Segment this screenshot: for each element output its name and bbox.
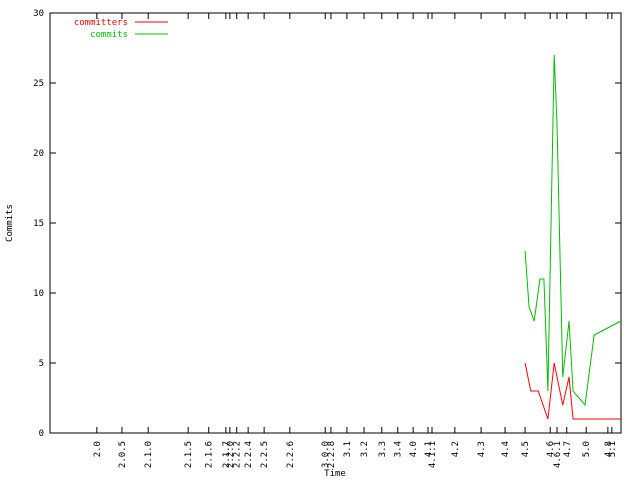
x-tick-label: 2.2.6 — [286, 441, 296, 468]
x-tick-label: 2.2.2 — [233, 441, 243, 468]
y-tick-label: 20 — [33, 149, 44, 159]
y-tick-label: 25 — [33, 79, 44, 89]
legend-label: committers — [74, 18, 128, 28]
x-tick-label: 3.2 — [360, 441, 370, 457]
x-tick-label: 4.5 — [521, 441, 531, 457]
x-tick-label: 4.8 — [604, 441, 614, 457]
y-axis-label: Commits — [5, 204, 15, 242]
x-tick-label: 2.0.5 — [118, 441, 128, 468]
x-tick-label: 3.4 — [394, 441, 404, 457]
x-tick-label: 5.1 — [608, 441, 618, 457]
series-line — [524, 54, 622, 407]
x-tick-label: 4.3 — [477, 441, 487, 457]
x-tick-label: 2.0 — [93, 441, 103, 457]
x-tick-label: 3.0.0 — [321, 441, 331, 468]
x-tick-label: 4.6 — [546, 441, 556, 457]
y-tick-label: 0 — [39, 429, 44, 439]
y-tick-label: 30 — [33, 9, 44, 19]
x-tick-label: 3.3 — [378, 441, 388, 457]
x-tick-label: 2.1.5 — [184, 441, 194, 468]
x-tick-label: 4.7 — [563, 441, 573, 457]
x-tick-label: 2.1.7 — [222, 441, 232, 468]
x-tick-label: 4.1 — [424, 441, 434, 457]
x-tick-label: 3.1 — [343, 441, 353, 457]
y-tick-label: 10 — [33, 289, 44, 299]
x-tick-label: 4.1.1 — [428, 441, 438, 468]
x-tick-label: 4.2 — [451, 441, 461, 457]
x-tick-label: 2.2.8 — [327, 441, 337, 468]
y-tick-label: 5 — [39, 359, 44, 369]
legend-label: commits — [90, 30, 128, 40]
x-tick-label: 2.2.5 — [260, 441, 270, 468]
x-axis-label: Time — [324, 469, 346, 479]
y-tick-label: 15 — [33, 219, 44, 229]
x-tick-label: 2.1.0 — [144, 441, 154, 468]
x-tick-label: 4.6.1 — [553, 441, 563, 468]
x-tick-label: 4.4 — [501, 441, 511, 457]
x-tick-label: 2.2.4 — [244, 441, 254, 468]
series-line — [524, 362, 621, 420]
x-tick-label: 4.0 — [409, 441, 419, 457]
x-tick-label: 2.1.6 — [205, 441, 215, 468]
x-tick-label: 5.0 — [582, 441, 592, 457]
x-tick-label: 2.2.0 — [226, 441, 236, 468]
